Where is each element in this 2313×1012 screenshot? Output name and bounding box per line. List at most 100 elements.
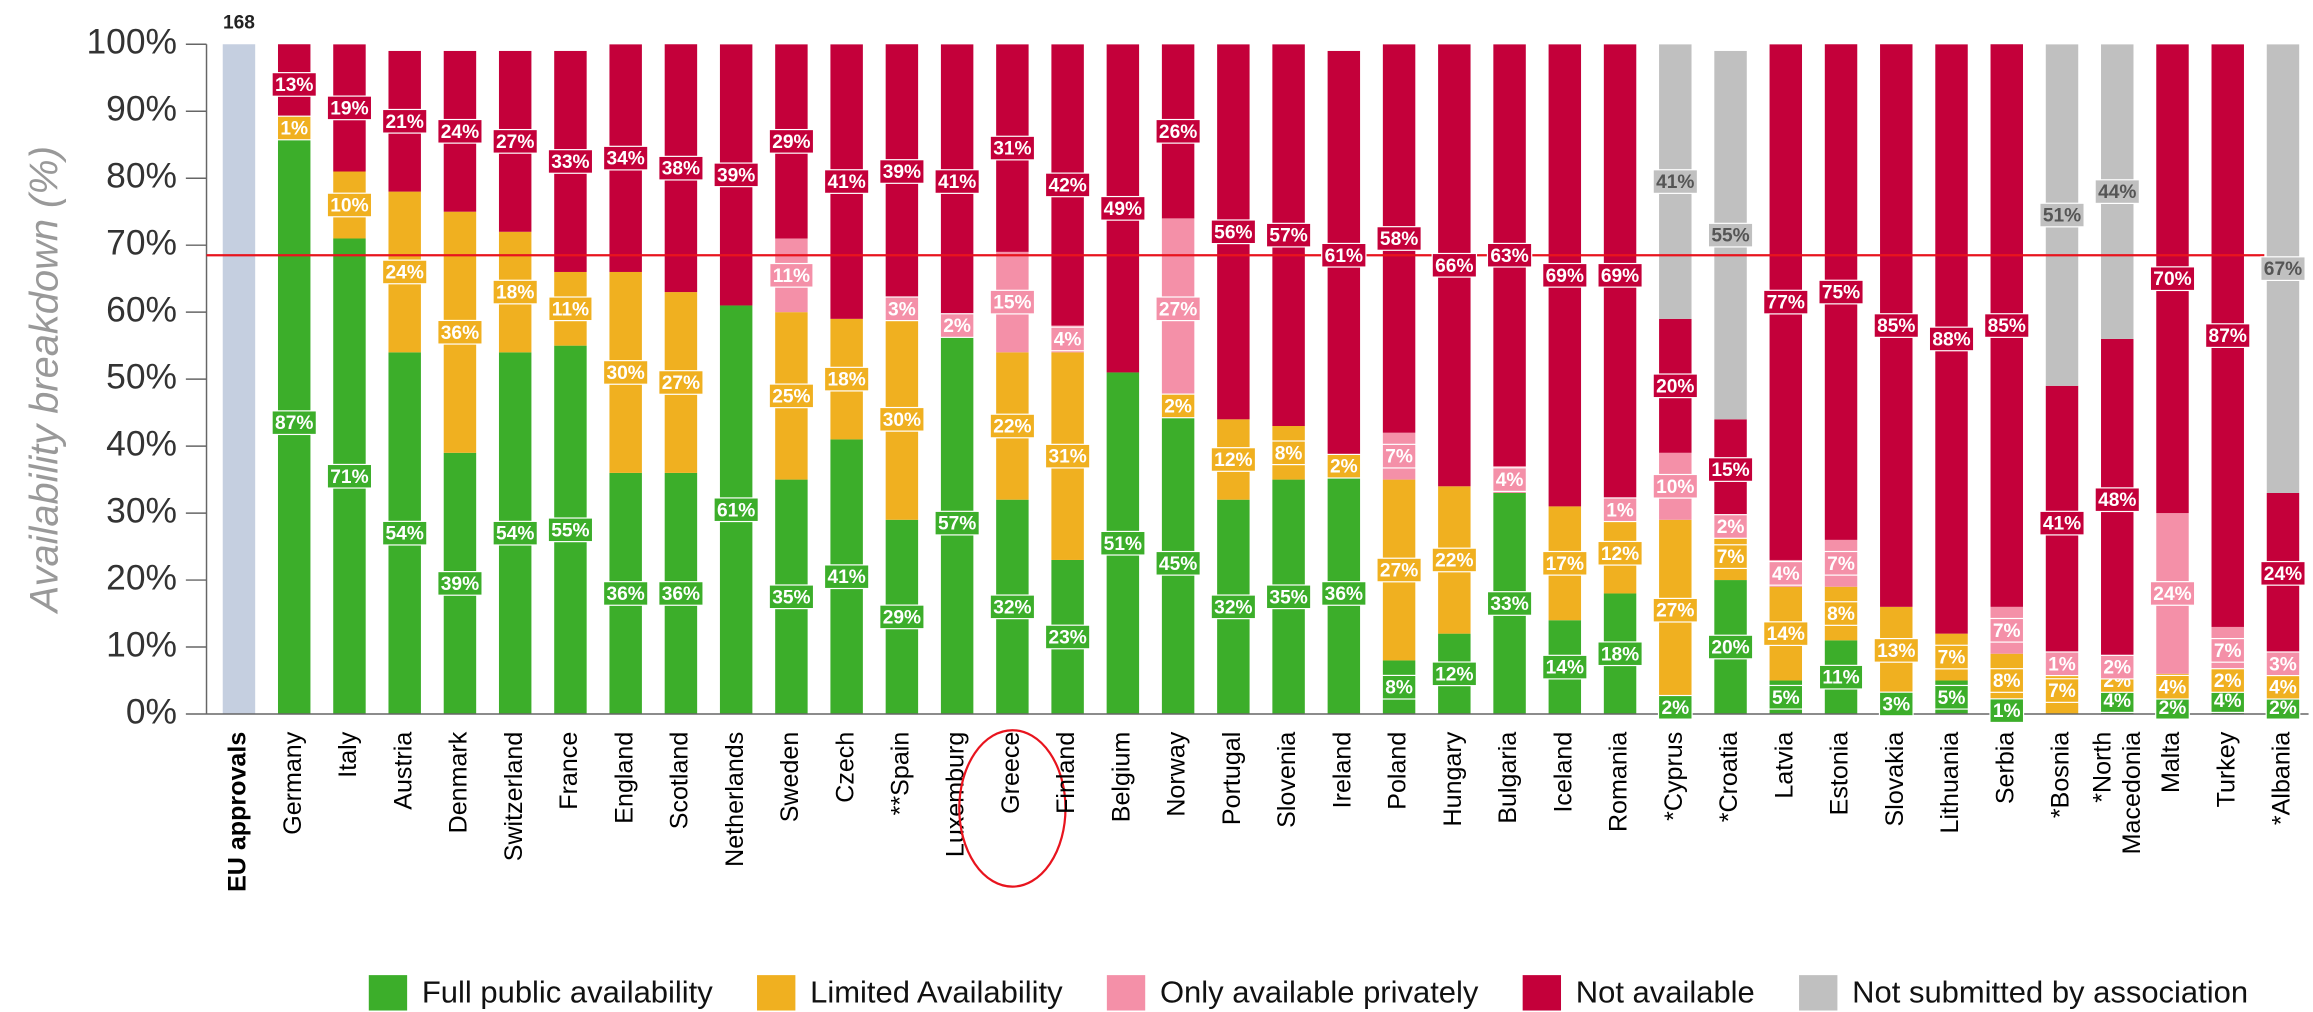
data-label-box [437,118,483,144]
data-label: 32% [993,597,1031,618]
data-label: 20% [1656,376,1694,397]
data-label-box [492,520,538,546]
data-label-box [1873,637,1919,663]
data-label-box [1823,601,1859,626]
data-label-box [1984,313,2030,338]
data-label-box [1713,544,1748,570]
x-tick-label: Serbia [1991,732,2019,805]
data-label-box [1044,172,1091,198]
data-label-box [492,279,538,305]
data-label: 36% [607,584,645,605]
data-label: 51% [2043,206,2081,227]
data-label: 87% [2209,326,2247,347]
x-tick-label: **Spain [887,732,915,816]
data-label-box [1707,634,1754,660]
x-tick-label: Ireland [1328,732,1356,809]
y-tick-label: 20% [106,557,177,597]
legend-swatch [368,975,408,1011]
data-label-box [1542,654,1588,680]
legend-label: Only available privately [1160,974,1479,1009]
data-label-box [768,128,815,154]
data-label-box [1376,226,1422,251]
data-label-box [1265,584,1312,610]
data-label: 41% [827,567,865,588]
y-tick-label: 100% [86,22,177,62]
data-label: 24% [441,122,479,143]
x-tick-label: Poland [1384,732,1412,810]
data-label-box [1768,684,1804,710]
data-label-box [2260,560,2306,586]
y-tick-label: 80% [106,156,177,196]
y-tick-label: 90% [106,89,177,129]
legend-label: Not available [1576,974,1755,1009]
x-tick-label: Greece [997,732,1025,814]
x-tick-label: Iceland [1549,732,1577,813]
data-label: 41% [938,172,976,193]
data-label: 45% [1159,554,1197,575]
data-label-box [1381,443,1417,469]
data-label-box [381,108,428,134]
data-label: 67% [2264,259,2302,280]
data-label: 2% [1330,457,1358,478]
data-label: 18% [827,370,865,391]
data-label: 7% [1385,447,1413,468]
y-tick-label: 10% [106,624,177,664]
data-label-box [2155,674,2190,700]
data-label-box [602,360,649,385]
x-tick-label: Switzerland [500,732,528,862]
data-label: 1% [1606,500,1634,521]
legend-label: Not submitted by association [1852,974,2248,1009]
data-label-box [1265,222,1312,248]
x-tick-label: Latvia [1770,732,1798,799]
data-label: 48% [2098,490,2136,511]
data-label: 35% [1269,587,1307,608]
data-label-box [879,159,925,184]
y-tick-label: 70% [106,223,177,263]
data-label: 85% [1877,316,1915,337]
data-label: 3% [888,299,916,320]
data-label-box [1652,473,1699,499]
data-label-box [1597,641,1643,667]
data-label-box [1210,594,1257,620]
data-label-box [437,319,483,345]
data-label: 7% [2048,681,2076,702]
data-label: 8% [1993,671,2021,692]
data-label: 2% [2214,671,2242,692]
data-label: 13% [1877,641,1915,662]
data-label: 77% [1767,293,1805,314]
data-label-box [768,383,815,409]
data-label: 4% [2269,678,2297,699]
data-label: 24% [386,263,424,284]
data-label: 10% [1656,477,1694,498]
y-tick-label: 30% [106,490,177,530]
bars [277,44,2300,715]
data-label-box [768,584,815,610]
data-label: 5% [1772,688,1800,709]
data-label-box [1652,597,1699,623]
data-label-box [2094,487,2140,513]
data-label-box [989,135,1036,161]
data-label: 75% [1822,283,1860,304]
data-label: 4% [1054,329,1082,350]
data-label-box [713,497,759,523]
y-axis-label: Availability breakdown (%) [23,146,67,614]
data-label-box [547,149,594,174]
data-label-box [1381,674,1417,700]
x-tick-label: Scotland [666,732,694,830]
data-label-box [2205,323,2251,348]
data-label: 27% [1159,299,1197,320]
data-label-box [934,510,980,536]
data-label: 24% [2153,584,2191,605]
data-label-box [769,262,814,288]
data-label-box [602,145,649,171]
data-label: 33% [1490,594,1528,615]
data-label-box [1321,581,1367,606]
data-label-box [1823,550,1859,576]
data-label-box [658,155,704,181]
bar-segment [333,44,366,45]
data-label-box [934,169,980,194]
data-label: 57% [938,514,976,535]
data-label: 2% [1661,698,1689,719]
